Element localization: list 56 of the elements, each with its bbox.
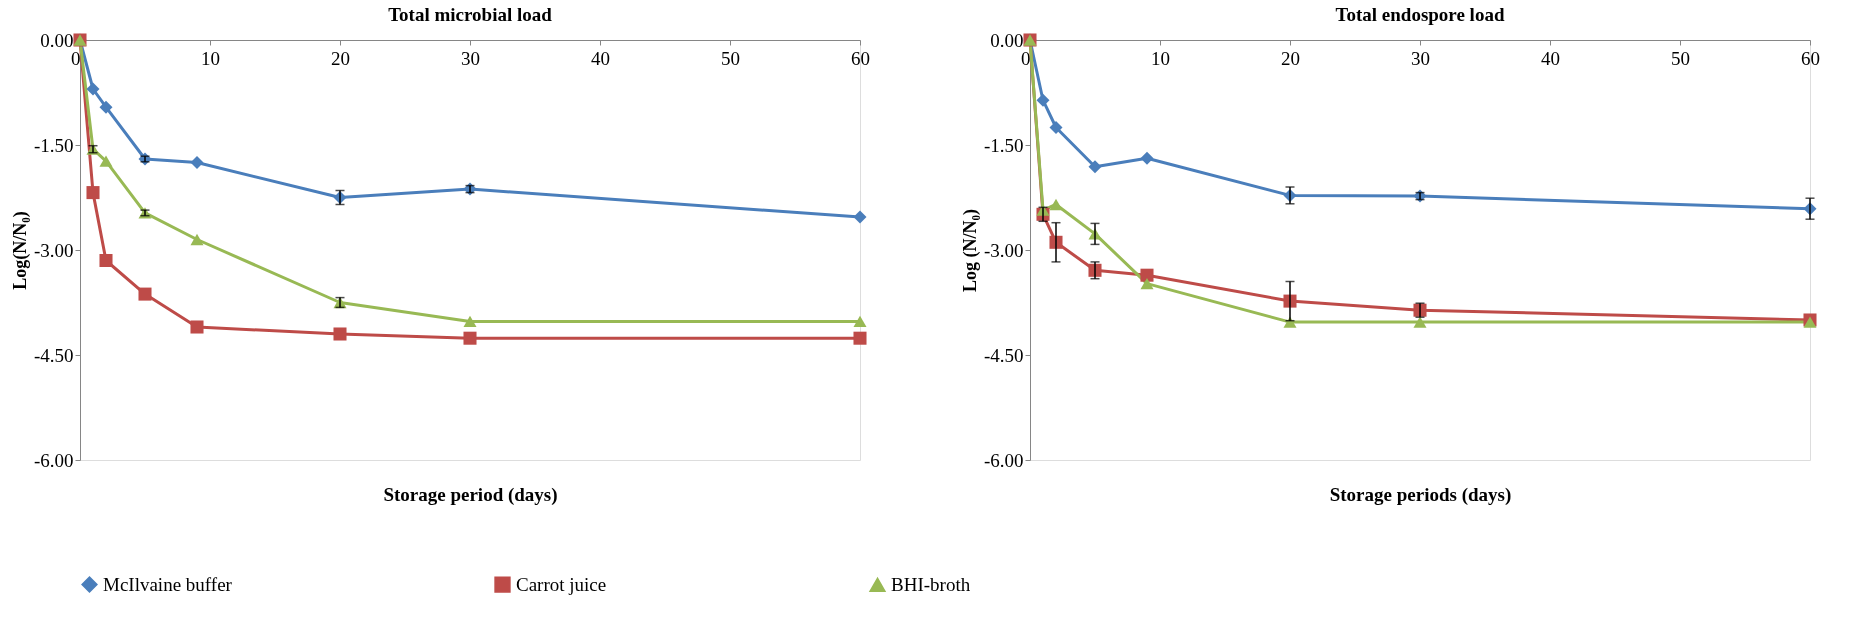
chart-title: Total microbial load [388,4,553,25]
x-axis-title: Storage period (days) [383,483,558,506]
x-tick-label: 30 [1411,47,1430,69]
point [99,100,113,114]
x-tick-label: 0 [71,47,81,69]
point [99,253,113,268]
point [99,155,113,167]
point [86,82,100,96]
y-tick-label: -1.50 [33,134,74,156]
point [463,331,477,345]
y-tick-label: 0.00 [990,29,1024,51]
point [190,320,204,334]
legend-label: Carrot juice [516,573,607,595]
point [1413,316,1427,328]
point [1140,268,1154,282]
point [190,155,204,170]
point [853,315,867,328]
y-tick-label: -4.50 [983,344,1024,366]
point [1049,198,1063,211]
point [86,186,100,200]
y-tick-label: 0.00 [40,29,74,51]
point [333,327,347,341]
x-tick-label: 20 [1281,47,1300,69]
point [138,287,152,301]
x-tick-label: 50 [1671,47,1690,69]
x-tick-label: 40 [1541,47,1560,69]
legend-label: McIlvaine buffer [103,573,233,595]
point [1140,151,1154,165]
x-tick-label: 60 [1801,47,1820,69]
x-axis-title: Storage periods (days) [1329,483,1512,506]
x-tick-label: 20 [331,47,350,69]
x-tick-label: 50 [721,47,740,69]
y-axis-title: Log (N/N₀) [959,209,981,292]
y-tick-label: -1.50 [983,134,1024,156]
x-tick-label: 10 [201,47,220,69]
chart-title: Total endospore load [1335,4,1505,25]
x-tick-label: 40 [591,47,610,69]
y-axis-title: Log(N/N₀) [9,211,31,290]
point [463,315,477,328]
y-tick-label: -3.00 [33,239,74,261]
point [1049,120,1063,135]
point [853,210,867,224]
y-tick-label: -3.00 [983,239,1024,261]
x-tick-label: 10 [1151,47,1170,69]
point [1036,93,1050,107]
y-tick-label: -4.50 [33,344,74,366]
x-tick-label: 0 [1021,47,1031,69]
point [853,331,867,345]
legend-label: BHI-broth [891,573,971,595]
point [190,233,204,246]
y-tick-label: -6.00 [983,449,1024,471]
x-tick-label: 30 [461,47,480,69]
point [1088,160,1102,174]
point [1140,277,1154,290]
y-tick-label: -6.00 [33,449,74,471]
x-tick-label: 60 [851,47,870,69]
